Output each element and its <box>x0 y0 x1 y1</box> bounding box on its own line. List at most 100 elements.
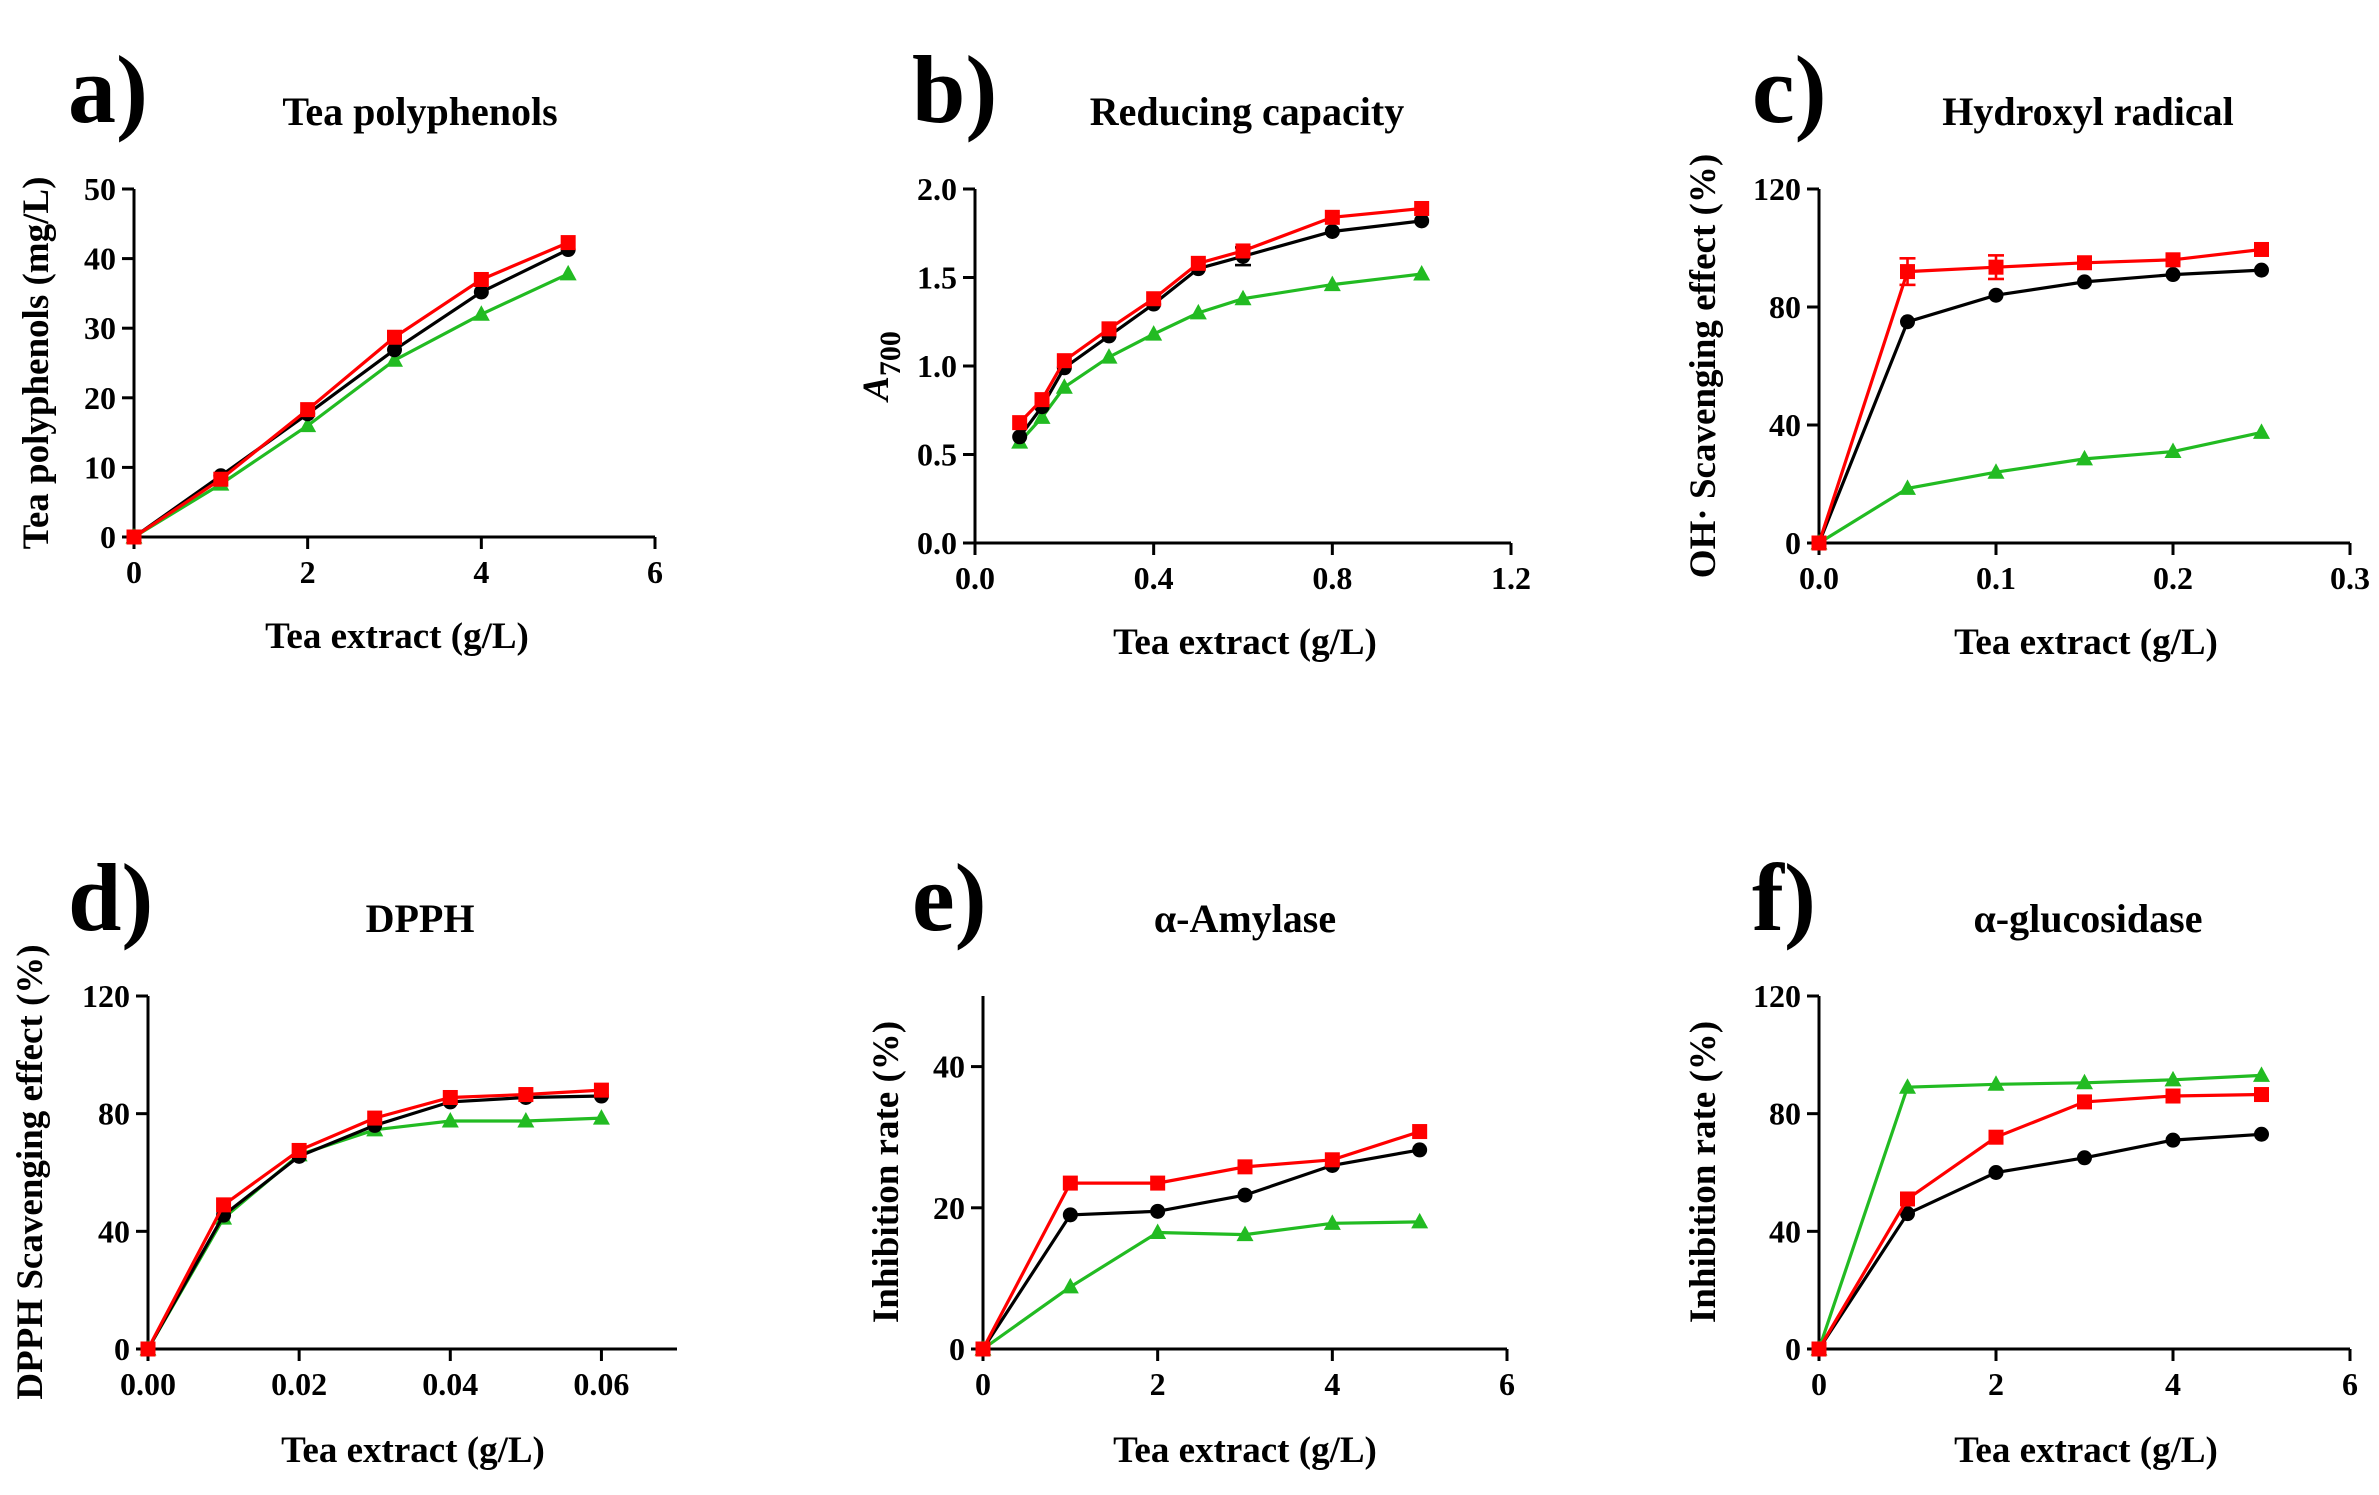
x-axis-label: Tea extract (g/L) <box>281 1430 545 1471</box>
data-point-triangle <box>1413 264 1431 281</box>
series-red <box>975 1124 1428 1357</box>
data-point-square <box>1062 1175 1078 1191</box>
data-point-square <box>1056 353 1072 369</box>
x-tick-label: 2 <box>1150 1366 1166 1402</box>
data-point-square <box>473 271 489 287</box>
x-tick-label: 6 <box>647 554 663 590</box>
x-tick-label: 1.2 <box>1491 560 1531 596</box>
data-point-circle <box>387 342 402 358</box>
data-point-circle <box>1414 213 1430 229</box>
series-red <box>1811 1087 2269 1357</box>
data-point-triangle <box>386 351 403 367</box>
series-line-black <box>1817 268 2262 544</box>
series-line-black <box>981 1148 1420 1350</box>
panel-b: b) Reducing capacity 0.0 0.4 0.8 1.2 0.0 0.5 1.0… <box>856 36 1531 663</box>
data-point-triangle <box>1899 1078 1916 1094</box>
x-tick-label: 0.02 <box>271 1366 327 1402</box>
series-black <box>1012 213 1430 445</box>
data-point-triangle <box>2164 1070 2182 1087</box>
data-point-triangle <box>1899 479 1916 495</box>
panel-d: d) DPPH 0.00 0.02 0.04 0.06 0 40 80 120 Tea extrac… <box>10 844 677 1471</box>
panel-a: a) Tea polyphenols 0 2 4 6 0 10 20 30 40 50 Tea extr… <box>16 36 663 657</box>
panel-c: c) Hydroxyl radical 0.0 0.1 0.2 0.3 0 40 80 120 Te… <box>1683 36 2370 663</box>
data-point-square <box>1237 1159 1253 1175</box>
data-point-circle <box>1900 314 1915 330</box>
x-tick-label: 2 <box>1988 1366 2004 1402</box>
x-tick-label: 0.2 <box>2153 560 2193 596</box>
series-line-red <box>1018 206 1422 424</box>
y-tick-label: 10 <box>84 449 116 485</box>
series-line-green <box>1818 430 2262 545</box>
y-tick-label: 0 <box>100 519 116 555</box>
series-green <box>1011 264 1431 449</box>
data-point-square <box>291 1142 307 1158</box>
series-black <box>1811 1126 2269 1357</box>
data-point-square <box>1034 392 1050 408</box>
panel-f: f) α-glucosidase 0 2 4 6 0 40 80 120 Tea extract (… <box>1683 844 2358 1471</box>
y-tick-label: 1.5 <box>917 260 957 296</box>
data-point-circle <box>2077 274 2092 290</box>
data-point-square <box>518 1087 534 1103</box>
data-point-square <box>593 1082 609 1098</box>
data-point-triangle <box>1987 1075 2005 1091</box>
series-red <box>1012 200 1430 431</box>
x-tick-label: 0.8 <box>1312 560 1352 596</box>
y-axis-label: Inhibition rate (%) <box>866 1021 907 1323</box>
panel-letter: a) <box>68 36 148 143</box>
data-point-circle <box>1062 1207 1078 1223</box>
data-point-triangle <box>441 1112 459 1128</box>
series-line-black <box>133 248 569 539</box>
y-tick-label: 20 <box>84 380 116 416</box>
data-point-triangle <box>2076 1073 2093 1090</box>
data-point-square <box>2254 1087 2269 1103</box>
x-tick-label: 0 <box>126 554 142 590</box>
data-point-circle <box>1150 1203 1166 1219</box>
data-point-square <box>126 529 142 545</box>
data-point-circle <box>473 284 489 300</box>
data-point-square <box>1988 1129 2004 1145</box>
data-point-triangle <box>1323 275 1341 292</box>
data-point-triangle <box>1145 325 1163 341</box>
data-point-circle <box>1412 1142 1428 1158</box>
x-tick-label: 4 <box>473 554 489 590</box>
data-point-square <box>2165 252 2181 268</box>
y-axis-label: Tea polyphenols (mg/L) <box>16 177 57 550</box>
data-point-circle <box>2165 267 2181 283</box>
y-axis-label: A700 <box>856 331 907 403</box>
x-axis-label: Tea extract (g/L) <box>1113 1430 1377 1471</box>
y-tick-label: 0 <box>1785 525 1801 561</box>
data-point-circle <box>1988 287 2004 303</box>
y-tick-label: 20 <box>933 1190 965 1226</box>
panel-letter: f) <box>1752 844 1816 951</box>
panel-e: e) α-Amylase 0 2 4 6 0 20 40 Tea extract (g/L) Inh… <box>866 844 1515 1471</box>
series-line-black <box>1817 1132 2262 1350</box>
y-tick-label: 120 <box>1753 978 1801 1014</box>
data-point-circle <box>2077 1150 2092 1166</box>
chart-title: α-glucosidase <box>1973 896 2202 941</box>
data-point-square <box>300 402 316 418</box>
data-point-triangle <box>592 1109 610 1125</box>
x-tick-label: 0.04 <box>422 1366 478 1402</box>
y-tick-label: 50 <box>84 171 116 207</box>
series-green <box>1810 423 2270 550</box>
data-point-square <box>560 235 576 251</box>
data-point-square <box>1235 243 1251 259</box>
x-tick-label: 6 <box>2342 1366 2358 1402</box>
panel-letter: d) <box>68 844 153 951</box>
series-line-green <box>982 1220 1420 1351</box>
x-tick-label: 0 <box>1811 1366 1827 1402</box>
x-tick-label: 0.4 <box>1134 560 1174 596</box>
data-point-circle <box>1900 1206 1915 1222</box>
y-axis-label: DPPH Scavenging effect (%) <box>10 944 51 1399</box>
data-point-square <box>1146 291 1162 307</box>
data-point-triangle <box>1055 378 1073 394</box>
data-point-circle <box>2165 1132 2181 1148</box>
x-tick-label: 0.0 <box>1799 560 1839 596</box>
series-line-green <box>133 272 569 539</box>
series-red <box>126 235 576 545</box>
data-point-triangle <box>1061 1277 1079 1294</box>
panel-letter: c) <box>1752 36 1827 143</box>
x-tick-label: 0 <box>975 1366 991 1402</box>
x-axis-label: Tea extract (g/L) <box>1113 622 1377 663</box>
